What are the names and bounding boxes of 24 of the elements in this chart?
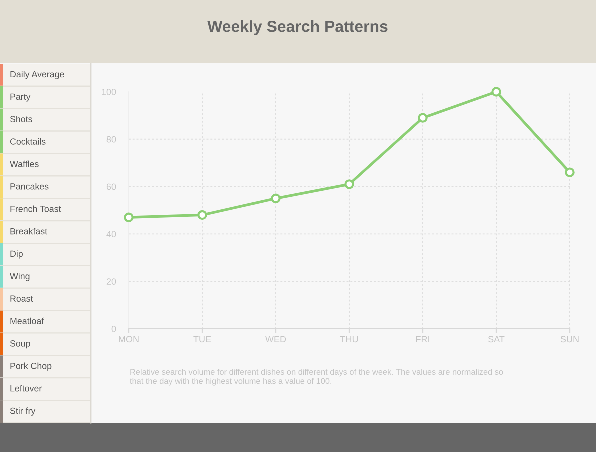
text: Meatloaf [10, 318, 44, 324]
point [198, 210, 208, 220]
text: Cocktails [10, 138, 46, 145]
point [344, 180, 354, 190]
text: Waffles [10, 160, 39, 168]
text: Leftover [10, 385, 42, 392]
text: Pork Chop [10, 362, 52, 372]
text: French Toast [10, 206, 62, 212]
chart-title: Weekly Search Patterns [208, 20, 388, 36]
text: Dip [10, 250, 23, 259]
point [124, 212, 134, 222]
text: Breakfast [10, 228, 48, 235]
text: Roast [10, 296, 34, 302]
text: Shots [10, 116, 32, 122]
point [418, 113, 428, 123]
text: Pancakes [10, 183, 49, 190]
text: Soup [10, 340, 30, 349]
text: Wing [10, 273, 30, 282]
point [565, 168, 575, 178]
text: Party [10, 94, 31, 102]
text: Stir fry [10, 408, 36, 416]
point [271, 194, 281, 204]
point [492, 87, 502, 97]
text: Daily Average [10, 71, 64, 80]
